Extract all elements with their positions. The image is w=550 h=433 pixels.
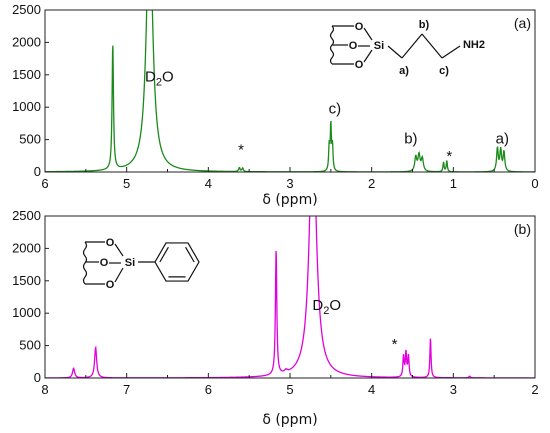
- structure-bond: [363, 49, 373, 63]
- structure-bond: [114, 243, 124, 257]
- y-tick-label: 1000: [12, 99, 41, 114]
- peak-label: c): [329, 101, 342, 118]
- silicon-label: Si: [125, 257, 135, 269]
- panel-a: 0 500 1000 1500 2000 2500 6 5 4 3 2 1 0 δ (ppm) (a) D2O…: [12, 2, 539, 208]
- x-tick-label: 4: [205, 176, 212, 191]
- spectrum-line: [45, 10, 535, 172]
- x-axis-label: δ (ppm): [262, 192, 317, 208]
- structure-bond: [421, 33, 443, 59]
- x-axis-label: δ (ppm): [262, 412, 317, 428]
- x-tick-label: 0: [531, 176, 538, 191]
- chain-label-c: c): [439, 65, 449, 77]
- x-tick-label: 5: [286, 382, 293, 397]
- oxygen-label: O: [355, 21, 364, 33]
- y-tick-label: 2500: [12, 208, 41, 223]
- oxygen-label: O: [106, 237, 115, 249]
- structure-bond: [185, 246, 195, 263]
- x-tick-label: 6: [205, 382, 212, 397]
- silicon-label: Si: [374, 40, 384, 52]
- x-tick-label: 3: [450, 382, 457, 397]
- structure-bond: [441, 45, 461, 59]
- x-tick-label: 2: [368, 176, 375, 191]
- panel-label: (b): [514, 221, 531, 237]
- plot-frame: [44, 215, 536, 379]
- cage-wavy-bond: [82, 241, 88, 285]
- structure-bond: [401, 33, 423, 59]
- peak-label: D2O: [312, 297, 341, 317]
- x-tick-label: 4: [368, 382, 375, 397]
- structure-bond: [363, 27, 373, 41]
- chain-label-b: b): [419, 19, 430, 31]
- y-tick-label: 0: [34, 370, 41, 385]
- peak-label: b): [404, 130, 417, 147]
- oxygen-label: O: [100, 257, 109, 269]
- y-tick-label: 2000: [12, 34, 41, 49]
- y-tick-label: 0: [34, 164, 41, 179]
- y-tick-label: 2000: [12, 240, 41, 255]
- impurity-star-label: *: [446, 148, 452, 165]
- y-tick-label: 1500: [12, 67, 41, 82]
- impurity-star-label: *: [392, 336, 398, 353]
- structure-bond: [159, 246, 169, 263]
- x-tick-label: 8: [41, 382, 48, 397]
- peak-label: a): [496, 130, 509, 147]
- x-tick-label: 1: [450, 176, 457, 191]
- peak-label: D2O: [145, 68, 174, 88]
- x-tick-label: 6: [41, 176, 48, 191]
- oxygen-label: O: [355, 59, 364, 71]
- y-tick-label: 500: [19, 132, 41, 147]
- structure-bond: [387, 45, 403, 59]
- oxygen-label: O: [349, 40, 358, 52]
- y-tick-label: 500: [19, 338, 41, 353]
- x-tick-label: 3: [286, 176, 293, 191]
- x-tick-label: 7: [123, 382, 130, 397]
- y-tick-label: 1000: [12, 305, 41, 320]
- x-tick-label: 5: [123, 176, 130, 191]
- phenyl-ring: [154, 242, 200, 282]
- panel-label: (a): [514, 15, 531, 31]
- impurity-star-label: *: [238, 142, 244, 159]
- y-tick-label: 1500: [12, 273, 41, 288]
- oxygen-label: O: [106, 279, 115, 291]
- x-tick-label: 2: [531, 382, 538, 397]
- chain-label-a: a): [399, 65, 409, 77]
- amine-label: NH2: [463, 39, 485, 51]
- structure-bond: [114, 267, 124, 283]
- panel-b: 0 500 1000 1500 2000 2500 8 7 6 5 4 3 2 δ (ppm) (b) D2O…: [12, 208, 539, 428]
- y-tick-label: 2500: [12, 2, 41, 17]
- plot-frame: [44, 9, 536, 173]
